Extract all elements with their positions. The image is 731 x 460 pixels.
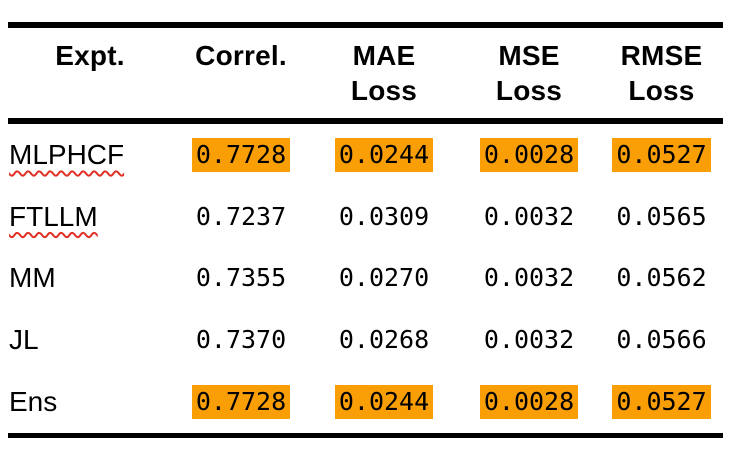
cell-rmse-loss: 0.0527	[612, 137, 711, 172]
row-label: MM	[9, 262, 56, 294]
cell-mse-loss: 0.0032	[483, 263, 575, 293]
cell-mse-loss: 0.0032	[483, 201, 575, 231]
table-row-ftllm: FTLLM 0.7237 0.0309 0.0032 0.0565	[8, 186, 723, 248]
column-header-mae-loss: MAE Loss	[310, 38, 458, 118]
cell-correl: 0.7370	[195, 325, 287, 355]
cell-rmse-loss: 0.0566	[616, 325, 707, 355]
column-header-line2: Loss	[628, 75, 695, 106]
cell-correl: 0.7355	[195, 263, 287, 293]
cell-mae-loss: 0.0244	[334, 385, 434, 420]
cell-mae-loss: 0.0270	[338, 263, 430, 293]
cell-correl: 0.7237	[195, 201, 287, 231]
column-header-line2: Loss	[495, 75, 563, 106]
table-row-ens: Ens 0.7728 0.0244 0.0028 0.0527	[8, 371, 723, 433]
cell-correl: 0.7728	[191, 385, 291, 420]
table-header-rule	[8, 118, 723, 124]
column-header-mse-loss: MSE Loss	[458, 38, 600, 118]
cell-rmse-loss: 0.0562	[616, 263, 707, 293]
table-top-rule	[8, 22, 723, 28]
table-row-jl: JL 0.7370 0.0268 0.0032 0.0566	[8, 309, 723, 371]
cell-mae-loss: 0.0268	[338, 325, 430, 355]
row-label: FTLLM	[9, 200, 98, 232]
cell-mae-loss: 0.0244	[334, 137, 434, 172]
cell-mse-loss: 0.0028	[479, 137, 579, 172]
row-label: MLPHCF	[9, 138, 125, 170]
column-header-line1: Expt.	[55, 40, 125, 71]
cell-rmse-loss: 0.0565	[616, 201, 707, 231]
table-body: MLPHCF 0.7728 0.0244 0.0028 0.0527 FTLLM…	[8, 124, 723, 433]
cell-mse-loss: 0.0032	[483, 325, 575, 355]
column-header-rmse-loss: RMSE Loss	[600, 38, 723, 118]
row-label: Ens	[9, 386, 58, 418]
table-header-row: Expt. Correl. MAE Loss MSE Loss RMSE Los…	[8, 28, 723, 118]
column-header-line1: MAE	[352, 40, 416, 71]
cell-correl: 0.7728	[191, 137, 291, 172]
cell-rmse-loss: 0.0527	[612, 385, 711, 420]
column-header-line2: Loss	[350, 75, 418, 106]
table-row-mlphcf: MLPHCF 0.7728 0.0244 0.0028 0.0527	[8, 124, 723, 186]
column-header-line1: MSE	[498, 40, 560, 71]
cell-mae-loss: 0.0309	[338, 201, 430, 231]
results-table: Expt. Correl. MAE Loss MSE Loss RMSE Los…	[8, 22, 723, 438]
cell-mse-loss: 0.0028	[479, 385, 579, 420]
table-bottom-rule	[8, 432, 723, 438]
column-header-line1: RMSE	[620, 40, 703, 71]
column-header-expt: Expt.	[8, 38, 172, 118]
row-label: JL	[9, 324, 39, 356]
table-row-mm: MM 0.7355 0.0270 0.0032 0.0562	[8, 248, 723, 310]
column-header-correl: Correl.	[172, 38, 310, 118]
column-header-line1: Correl.	[195, 40, 287, 71]
